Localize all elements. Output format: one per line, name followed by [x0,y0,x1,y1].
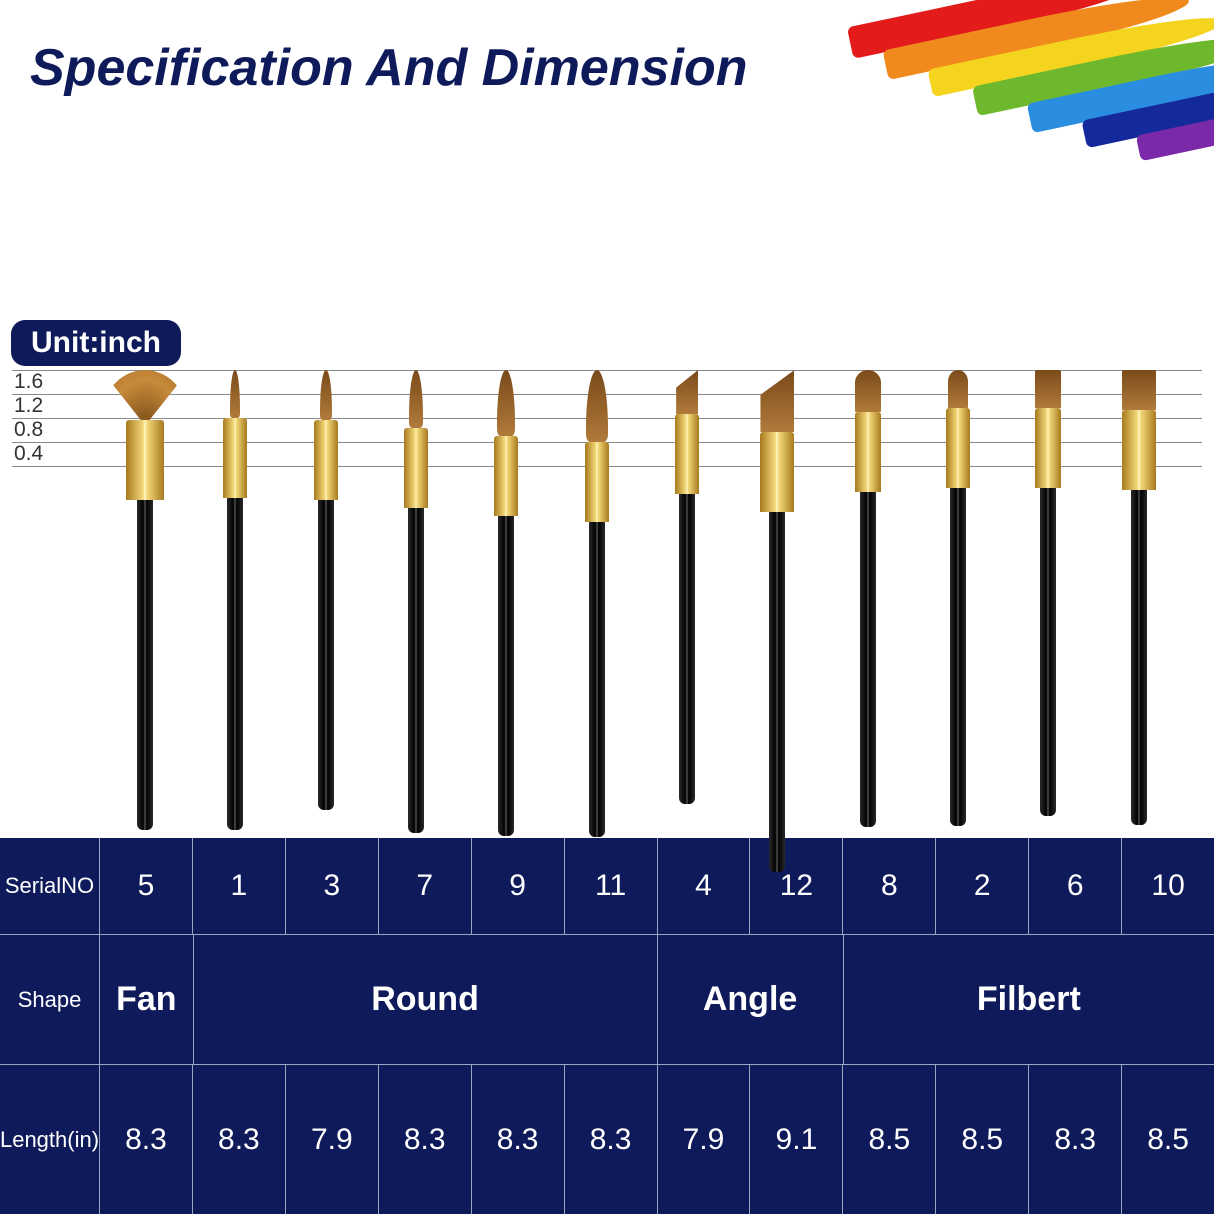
brush-tip [101,370,189,420]
length-cell: 8.5 [1122,1065,1214,1214]
brush-ferrule [855,412,881,492]
length-cell: 8.3 [379,1065,472,1214]
table-row: SerialNO 513791141282610 [0,838,1214,934]
brush-tip [855,370,881,412]
brush-tip [409,370,423,428]
brush-handle [1040,488,1056,816]
length-cell: 7.9 [286,1065,379,1214]
brush-tip [1035,370,1061,408]
brush [747,370,807,872]
serial-cell: 4 [658,838,751,934]
length-cell: 9.1 [750,1065,843,1214]
serial-cell: 9 [472,838,565,934]
serial-cell: 6 [1029,838,1122,934]
row-header-length: Length(in) [0,1065,100,1214]
shape-cell: Fan [100,935,194,1064]
brush-tip [760,370,794,432]
serial-cell: 3 [286,838,379,934]
brush-tip [230,370,240,418]
length-cell: 8.3 [565,1065,658,1214]
ruler-label: 1.6 [14,370,43,394]
brush [567,370,627,837]
brush-ferrule [675,414,699,494]
brush-tip [497,370,515,436]
brush-ferrule [1122,410,1156,490]
brush-tip [586,370,608,442]
brush-handle [769,512,785,872]
row-header-serial: SerialNO [0,838,100,934]
ruler-label: 0.8 [14,418,43,442]
unit-badge: Unit:inch [11,320,181,366]
brush-ferrule [223,418,247,498]
brush-handle [1131,490,1147,825]
length-cell: 8.3 [193,1065,286,1214]
brush-ferrule [1035,408,1061,488]
brush-ferrule [760,432,794,512]
length-cell: 7.9 [658,1065,751,1214]
length-cell: 8.5 [936,1065,1029,1214]
brush-handle [498,516,514,836]
brush-handle [679,494,695,804]
brush [1109,370,1169,825]
brush-handle [589,522,605,837]
shape-cell: Filbert [844,935,1214,1064]
length-cell: 8.3 [1029,1065,1122,1214]
length-cell: 8.3 [472,1065,565,1214]
row-header-shape: Shape [0,935,100,1064]
ruler-label: 0.4 [14,442,43,466]
brush-handle [408,508,424,833]
brush-handle [137,500,153,830]
spec-table: SerialNO 513791141282610 Shape FanRoundA… [0,838,1214,1214]
brush-handle [318,500,334,810]
table-row: Length(in) 8.38.37.98.38.38.37.99.18.58.… [0,1064,1214,1214]
brush [115,370,175,830]
serial-cell: 8 [843,838,936,934]
brush-ferrule [404,428,428,508]
brush-row [100,370,1184,830]
brush-ferrule [946,408,970,488]
brush [476,370,536,836]
serial-cell: 7 [379,838,472,934]
brush-ferrule [585,442,609,522]
brush-tip [320,370,332,420]
ruler-label: 1.2 [14,394,43,418]
brush-handle [950,488,966,826]
shape-cell: Angle [658,935,844,1064]
brush [657,370,717,804]
brush-tip [676,370,698,414]
serial-cell: 5 [100,838,193,934]
brush-ferrule [314,420,338,500]
brush [386,370,446,833]
serial-cell: 10 [1122,838,1214,934]
brush-handle [227,498,243,830]
brush [1018,370,1078,816]
serial-cell: 11 [565,838,658,934]
brush [296,370,356,810]
rainbow-decoration [806,0,1214,241]
brush [928,370,988,826]
serial-cell: 1 [193,838,286,934]
serial-cell: 2 [936,838,1029,934]
page-title: Specification And Dimension [30,38,748,98]
brush-handle [860,492,876,827]
length-cell: 8.3 [100,1065,193,1214]
table-row: Shape FanRoundAngleFilbert [0,934,1214,1064]
brush-ferrule [126,420,164,500]
shape-cell: Round [194,935,658,1064]
brush [205,370,265,830]
brush-tip [948,370,968,408]
brush-ferrule [494,436,518,516]
brush [838,370,898,827]
length-cell: 8.5 [843,1065,936,1214]
brush-tip [1122,370,1156,410]
